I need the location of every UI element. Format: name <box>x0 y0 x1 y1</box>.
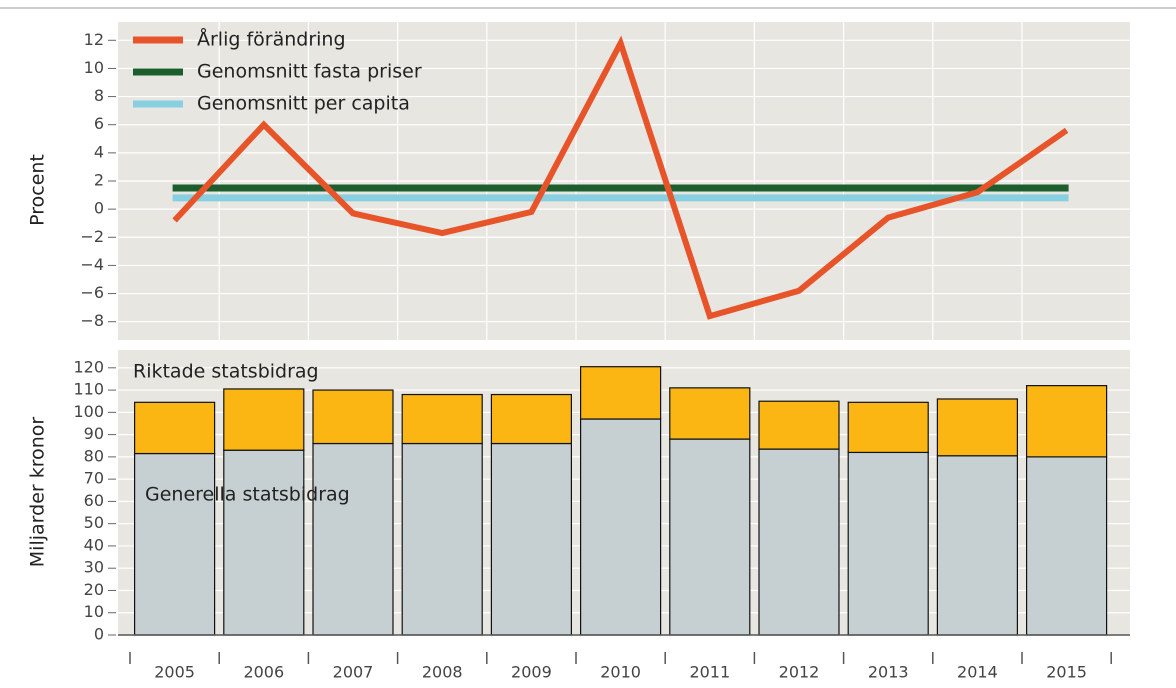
bar-segment <box>312 389 394 445</box>
bar-segment <box>223 449 305 636</box>
y-tick-label: 110 <box>73 380 104 399</box>
y-tick-label: 2 <box>94 171 104 190</box>
bar-segment <box>401 393 483 445</box>
x-tick-label: 2014 <box>957 663 998 682</box>
y-axis-label: Miljarder kronor <box>27 417 49 568</box>
series-label: Riktade statsbidrag <box>133 361 319 383</box>
bar-segment <box>312 442 394 636</box>
y-tick-label: 40 <box>84 535 104 554</box>
bar-segment <box>847 451 929 636</box>
y-tick-label: 12 <box>84 30 104 49</box>
bar-segment <box>579 366 662 420</box>
y-tick-label: 4 <box>94 142 104 161</box>
y-axis-label: Procent <box>27 154 49 226</box>
y-tick-label: 30 <box>84 558 104 577</box>
y-tick-label: −6 <box>80 283 104 302</box>
bar-segment <box>490 393 572 445</box>
y-tick-label: 80 <box>84 446 104 465</box>
x-tick-label: 2010 <box>600 663 641 682</box>
x-tick-label: 2011 <box>689 663 730 682</box>
y-tick-label: 90 <box>84 424 104 443</box>
y-tick-label: 120 <box>73 357 104 376</box>
bar-segment <box>134 401 216 455</box>
line-series <box>172 35 1069 320</box>
bar-segment <box>134 452 216 636</box>
x-tick-label: 2009 <box>511 663 552 682</box>
y-tick-label: 10 <box>84 602 104 621</box>
bar-segment <box>669 438 751 636</box>
bar-segment <box>1025 385 1108 458</box>
bar-segment <box>936 398 1019 457</box>
legend-label: Genomsnitt fasta priser <box>197 61 422 83</box>
y-tick-label: −8 <box>80 311 104 330</box>
y-tick-label: 0 <box>94 625 104 644</box>
y-tick-label: 10 <box>84 58 104 77</box>
legend-label: Genomsnitt per capita <box>197 93 410 115</box>
x-tick-label: 2008 <box>422 663 463 682</box>
bar-segment <box>669 387 751 440</box>
bar-segment <box>758 448 840 636</box>
x-tick-label: 2015 <box>1046 663 1087 682</box>
bar-segment <box>223 388 305 451</box>
series-label: Generella statsbidrag <box>145 484 350 506</box>
y-tick-label: 6 <box>94 114 104 133</box>
y-tick-label: 60 <box>84 491 104 510</box>
y-tick-label: 20 <box>84 580 104 599</box>
y-tick-label: 50 <box>84 513 104 532</box>
y-tick-label: 8 <box>94 86 104 105</box>
bar-segment <box>490 442 572 636</box>
bar-segment <box>1025 456 1108 636</box>
legend-label: Årlig förändring <box>197 28 346 51</box>
x-tick-label: 2006 <box>243 663 284 682</box>
y-tick-label: 100 <box>73 402 104 421</box>
bar-segment <box>401 442 483 636</box>
bar-segment <box>758 400 840 450</box>
x-tick-label: 2012 <box>779 663 820 682</box>
y-tick-label: 70 <box>84 469 104 488</box>
x-tick-label: 2005 <box>154 663 195 682</box>
bar-segment <box>847 401 929 454</box>
x-tick-label: 2013 <box>868 663 909 682</box>
y-tick-label: −2 <box>80 227 104 246</box>
bar-segment <box>936 455 1019 636</box>
y-tick-label: −4 <box>80 255 104 274</box>
y-tick-label: 0 <box>94 199 104 218</box>
x-tick-label: 2007 <box>333 663 374 682</box>
bar-segment <box>579 418 662 636</box>
